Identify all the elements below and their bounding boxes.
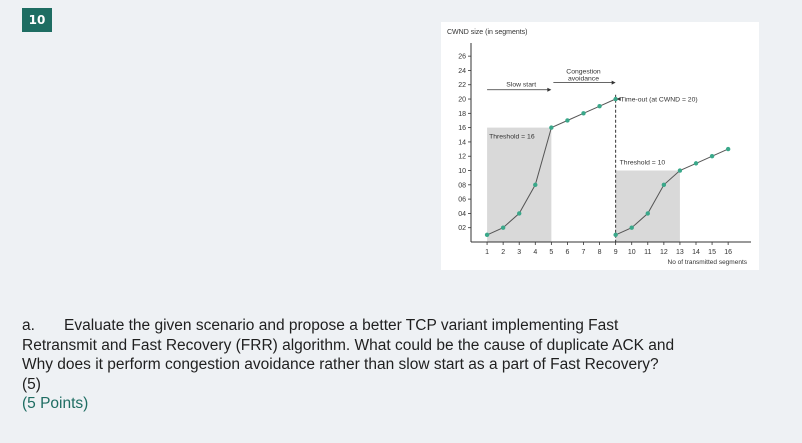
x-tick-label: 16	[724, 249, 732, 256]
x-tick-label: 12	[660, 249, 668, 256]
y-tick-label: 20	[458, 97, 466, 104]
congestion-avoidance-label-1: Congestion	[566, 69, 601, 76]
x-tick-label: 13	[676, 249, 684, 256]
x-tick-label: 7	[582, 249, 586, 256]
data-point	[500, 225, 506, 230]
question-prefix: a.	[22, 317, 35, 334]
data-point	[661, 182, 667, 188]
data-point	[597, 103, 602, 109]
x-tick-label: 11	[644, 249, 651, 256]
data-point	[725, 146, 731, 152]
question-line-1: a. Evaluate the given scenario and propos…	[22, 316, 782, 336]
question-line-3: Why does it perform congestion avoidance…	[22, 356, 659, 373]
x-tick-label: 9	[614, 249, 618, 256]
tcp-cwnd-chart: 26 24 22 20 18 16 14 12 10 08 06 04 02 1 2 3 4 5 6 7 8 9 10 11 1…	[441, 22, 759, 270]
data-point	[484, 232, 490, 238]
question-line-4: (5)	[22, 375, 41, 393]
question-text: a. Evaluate the given scenario and propos…	[22, 316, 782, 414]
x-tick-label: 5	[549, 249, 553, 256]
data-point	[629, 225, 634, 230]
y-tick-label: 18	[458, 111, 466, 118]
x-tick-label: 4	[533, 249, 537, 256]
data-point	[677, 168, 683, 173]
question-number-badge: 10	[22, 8, 52, 32]
congestion-avoidance-arrowhead	[611, 80, 616, 85]
data-point	[517, 211, 522, 216]
shaded-region-2	[615, 170, 680, 242]
series-line-2	[615, 148, 729, 236]
y-tick-label: 04	[458, 211, 466, 218]
data-point	[613, 96, 618, 102]
data-point	[613, 232, 618, 238]
x-tick-label: 1	[485, 249, 489, 256]
data-point	[533, 182, 538, 188]
x-tick-label: 6	[565, 249, 569, 256]
slow-start-arrowhead	[547, 87, 552, 92]
data-point	[693, 161, 699, 166]
data-point	[565, 118, 570, 123]
timeout-label: Time-out (at CWND = 20)	[621, 97, 698, 104]
threshold-16-label: Threshold = 16	[489, 134, 535, 141]
y-tick-label: 08	[458, 182, 466, 189]
data-point	[645, 211, 650, 216]
x-tick-label: 3	[517, 249, 521, 256]
y-tick-label: 26	[458, 54, 466, 61]
y-tick-label: 02	[458, 225, 466, 232]
question-line-2: Retransmit and Fast Recovery (FRR) algor…	[22, 336, 675, 354]
congestion-avoidance-label-2: avoidance	[568, 76, 599, 83]
y-tick-label: 22	[458, 82, 466, 89]
data-point	[549, 125, 554, 130]
x-tick-label: 14	[692, 249, 700, 256]
y-tick-label: 12	[458, 154, 466, 161]
x-tick-label: 2	[501, 249, 505, 256]
y-tick-label: 06	[458, 197, 466, 204]
threshold-10-label: Threshold = 10	[620, 160, 666, 167]
x-tick-label: 15	[708, 249, 716, 256]
x-tick-label: 10	[628, 249, 636, 256]
y-tick-label: 24	[458, 68, 466, 75]
shaded-region-1	[487, 127, 552, 242]
data-point	[709, 154, 715, 159]
timeout-arrowhead	[616, 97, 621, 102]
y-tick-label: 16	[458, 125, 466, 132]
y-tick-label: 14	[458, 139, 466, 146]
y-tick-label: 10	[458, 168, 466, 175]
slow-start-label: Slow start	[506, 82, 536, 89]
y-axis-label: CWND size (in segments)	[447, 29, 528, 36]
question-line-1-text: Evaluate the given scenario and propose …	[64, 317, 619, 334]
data-point	[581, 111, 586, 116]
x-tick-label: 8	[598, 249, 602, 256]
x-axis-label: No of transmitted segments	[668, 259, 748, 266]
question-points: (5 Points)	[22, 395, 89, 412]
